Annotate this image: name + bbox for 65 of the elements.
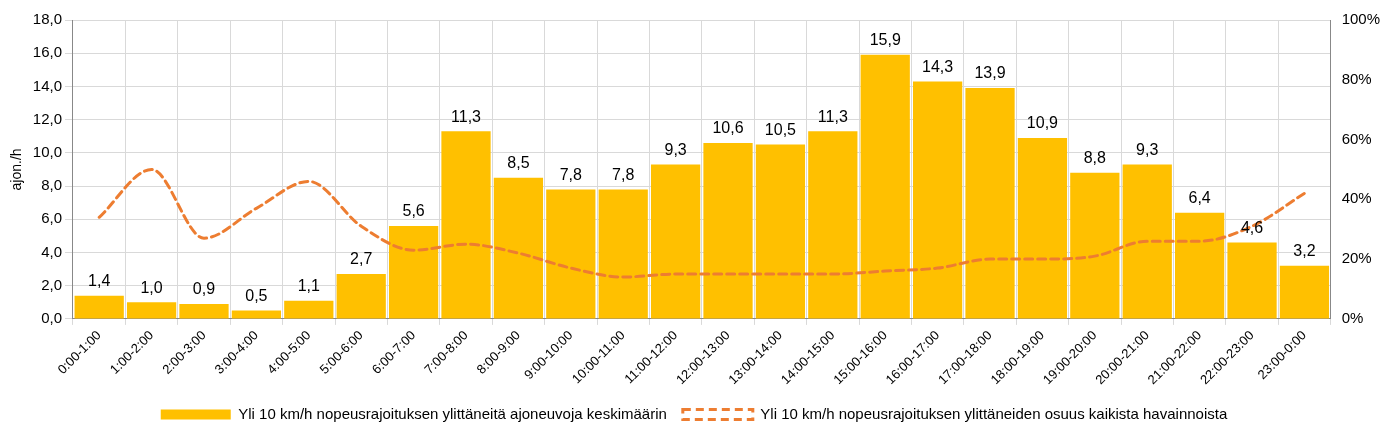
bar	[1122, 164, 1172, 319]
data-label: 2,7	[350, 250, 373, 268]
y-tick-label: 8,0	[41, 176, 62, 194]
bar	[860, 54, 910, 319]
data-label: 8,8	[1083, 149, 1107, 167]
legend-label: Yli 10 km/h nopeusrajoituksen ylittäneitä ajoneuvoja keskimäärin	[238, 404, 667, 422]
bar	[493, 177, 544, 319]
bar	[1175, 212, 1225, 319]
bar	[598, 189, 648, 319]
y2-tick-label: 80%	[1341, 69, 1372, 87]
bar	[441, 131, 491, 319]
y2-tick-label: 40%	[1341, 189, 1372, 207]
data-label: 7,8	[612, 165, 635, 183]
bar	[650, 164, 701, 319]
y-tick-label: 18,0	[32, 10, 62, 28]
legend-label: Yli 10 km/h nopeusrajoituksen ylittäneiden osuus kaikista havainnoista	[760, 404, 1228, 422]
data-label: 11,3	[451, 107, 482, 125]
data-label: 1,1	[297, 277, 321, 295]
y2-tick-label: 0%	[1341, 309, 1364, 327]
data-label: 8,5	[507, 154, 530, 172]
data-label: 14,3	[922, 57, 954, 75]
y-tick-label: 16,0	[32, 43, 62, 61]
bar	[1279, 265, 1330, 319]
data-label: 13,9	[974, 64, 1006, 82]
y-axis-title: ajon./h	[8, 148, 25, 191]
data-label: 10,6	[712, 119, 744, 137]
y-tick-label: 6,0	[41, 209, 62, 227]
bar	[808, 131, 858, 319]
y2-tick-label: 60%	[1341, 129, 1372, 147]
data-label: 1,4	[88, 272, 111, 290]
bar	[912, 81, 963, 319]
bar	[965, 88, 1015, 319]
bar	[703, 142, 753, 319]
bar	[126, 302, 177, 319]
bar	[546, 189, 596, 319]
bar	[755, 144, 806, 319]
bar	[74, 295, 124, 319]
bar	[388, 225, 439, 319]
data-label: 15,9	[869, 31, 901, 49]
y-tick-label: 14,0	[32, 76, 62, 94]
bar	[1227, 242, 1277, 319]
data-label: 6,4	[1188, 189, 1211, 207]
data-label: 0,5	[245, 287, 268, 304]
y-tick-label: 12,0	[32, 109, 62, 127]
bar	[1017, 137, 1068, 319]
bar	[284, 300, 334, 319]
data-label: 0,9	[192, 280, 216, 298]
data-label: 10,9	[1026, 114, 1059, 132]
bar	[179, 303, 229, 319]
data-label: 3,2	[1293, 242, 1316, 260]
data-label: 9,3	[1136, 140, 1159, 158]
y2-tick-label: 100%	[1341, 10, 1381, 28]
bar	[336, 274, 386, 319]
y-tick-label: 10,0	[32, 142, 62, 160]
y-tick-label: 0,0	[41, 309, 62, 327]
y-tick-label: 2,0	[41, 275, 62, 293]
data-label: 1,0	[140, 278, 163, 296]
data-label: 5,6	[402, 202, 425, 220]
data-label: 7,8	[559, 165, 583, 183]
bar	[1070, 172, 1120, 319]
y-tick-label: 4,0	[41, 242, 62, 260]
data-label: 10,5	[764, 120, 797, 138]
data-label: 9,3	[664, 140, 687, 158]
y2-tick-label: 20%	[1341, 249, 1372, 267]
data-label: 11,3	[817, 107, 848, 125]
